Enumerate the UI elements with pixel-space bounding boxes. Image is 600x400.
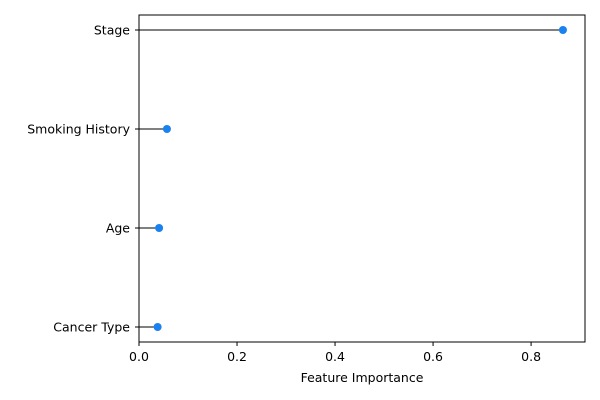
y-tick-label-age: Age: [106, 221, 130, 236]
y-tick-label-stage: Stage: [94, 23, 130, 38]
y-tick-label-cancer-type: Cancer Type: [53, 320, 130, 335]
plot-frame: [138, 14, 586, 343]
x-tick-label-1: 0.2: [227, 349, 247, 364]
plot-area: 0.0 0.2 0.4 0.6 0.8 Stage Smoking History Age Ca…: [27, 14, 586, 364]
x-tick-label-0: 0.0: [129, 349, 149, 364]
marker-smoking-history: [162, 125, 171, 133]
x-tick-label-3: 0.6: [423, 349, 443, 364]
marker-stage: [558, 26, 567, 34]
y-tick-label-smoking-history: Smoking History: [27, 122, 130, 137]
x-axis-label: Feature Importance: [301, 370, 424, 385]
x-tick-label-4: 0.8: [521, 349, 541, 364]
marker-age: [155, 224, 164, 232]
marker-cancer-type: [153, 323, 162, 331]
x-tick-label-2: 0.4: [325, 349, 345, 364]
